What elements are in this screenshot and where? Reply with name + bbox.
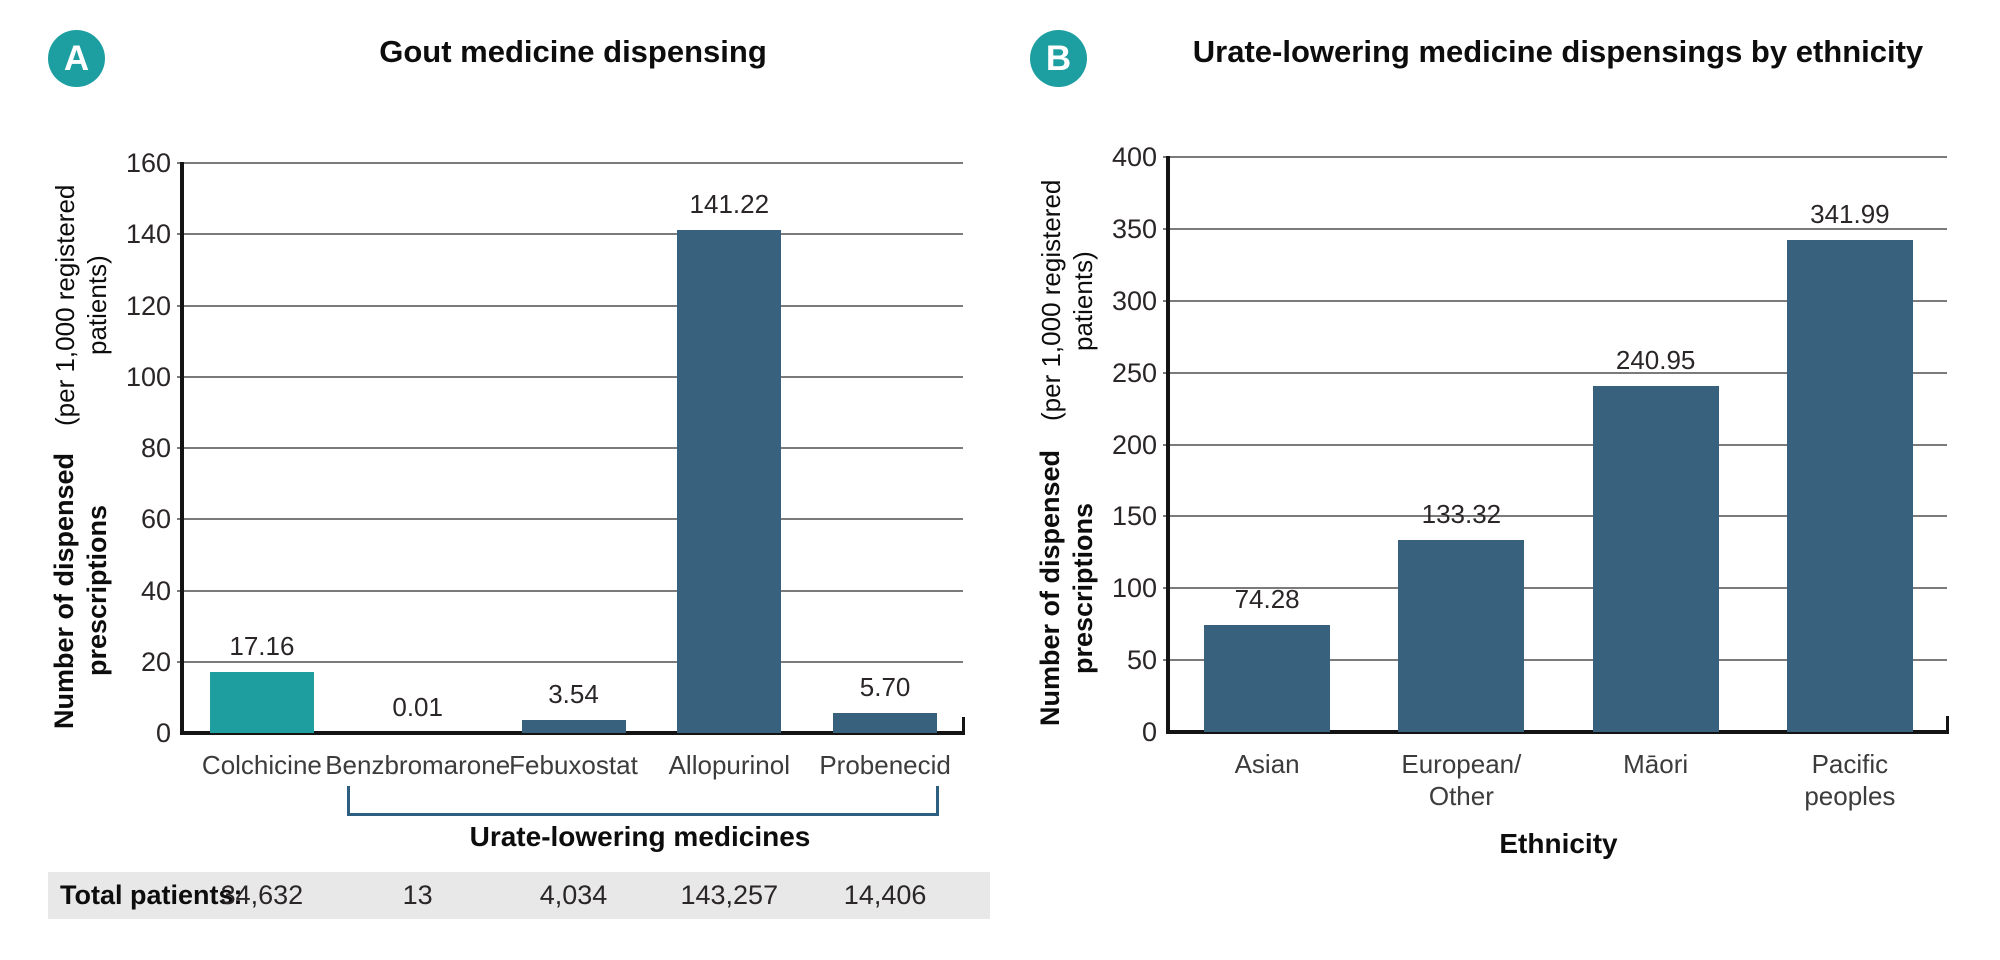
y-tick-label-350: 350 [1111, 213, 1157, 244]
bar-european [1398, 540, 1525, 732]
gridline-y150 [1163, 515, 1947, 518]
x-axis-end-tick [962, 717, 965, 735]
total-patients-value-4: 14,406 [843, 880, 927, 910]
bar-value-label-european: 133.32 [1421, 499, 1502, 530]
y-tick-label-120: 120 [125, 290, 171, 321]
y-tick-label-160: 160 [125, 148, 171, 178]
panel-a-badge: A [48, 30, 105, 87]
panel-b-badge: B [1030, 30, 1087, 87]
bar-value-label-benzbromarone: 0.01 [392, 691, 443, 722]
bar-value-label-probenecid: 5.70 [859, 671, 911, 702]
total-patients-value-2: 4,034 [539, 880, 608, 910]
total-patients-row: Total patients: 34,632 13 4,034 143,257 14,4… [48, 872, 990, 919]
plot-area-a: 0 20 40 60 80 100 120 140 160 17.16 Colchicine 0.01… [126, 148, 965, 780]
gridline-y100 [1163, 587, 1947, 590]
y-tick-label-140: 140 [125, 219, 171, 250]
y-axis-label-line1: Number of dispensed prescriptions [1035, 450, 1098, 727]
y-tick-label-40: 40 [140, 575, 171, 606]
bar-value-label-febuxostat: 3.54 [548, 679, 599, 710]
y-axis-label-line2: (per 1,000 registered patients) [1036, 180, 1098, 422]
gridline-y140 [177, 233, 963, 236]
total-patients-label: Total patients: [60, 880, 243, 910]
bar-allopurinol [677, 229, 782, 733]
y-axis-line [1166, 156, 1170, 734]
gridline-y80 [177, 447, 963, 449]
y-axis-line [180, 162, 184, 735]
y-tick-label-250: 250 [1111, 357, 1157, 388]
y-tick-label-80: 80 [140, 433, 171, 463]
panel-a-title: Gout medicine dispensing [379, 34, 767, 69]
urate-lowering-bracket [347, 786, 939, 816]
y-tick-label-400: 400 [1111, 142, 1157, 172]
y-tick-label-0: 0 [1141, 717, 1157, 747]
category-label-colchicine: Colchicine [201, 750, 322, 780]
total-patients-value-0: 34,632 [220, 880, 304, 910]
y-tick-label-50: 50 [1126, 645, 1157, 676]
gridline-y60 [177, 518, 963, 521]
category-label-pacific: Pacific peoples [1804, 749, 1896, 811]
gridline-y400 [1163, 156, 1947, 158]
x-axis-end-tick [1946, 716, 1949, 734]
y-tick-label-100: 100 [125, 361, 171, 392]
x-axis-title: Ethnicity [1499, 828, 1618, 859]
bar-value-label-pacific: 341.99 [1810, 199, 1890, 230]
bar-value-label-colchicine: 17.16 [229, 630, 295, 661]
y-tick-label-60: 60 [140, 504, 171, 535]
category-label-allopurinol: Allopurinol [668, 750, 790, 780]
bar-febuxostat [521, 720, 626, 733]
total-patients-value-3: 143,257 [680, 880, 779, 910]
category-label-probenecid: Probenecid [819, 750, 951, 780]
category-label-mori: Māori [1623, 749, 1689, 779]
bar-value-label-asian: 74.28 [1234, 584, 1300, 615]
gridline-y250 [1163, 371, 1947, 374]
gridline-y160 [177, 162, 963, 164]
y-tick-label-300: 300 [1111, 285, 1157, 316]
category-label-febuxostat: Febuxostat [509, 750, 638, 780]
x-axis-line [180, 731, 965, 735]
bar-value-label-mori: 240.95 [1615, 344, 1696, 375]
urate-lowering-bracket-label: Urate-lowering medicines [469, 821, 811, 852]
gridline-y350 [1163, 227, 1947, 230]
bar-mori [1592, 385, 1719, 732]
plot-area-b: 0 50 100 150 200 250 300 350 400 74.28 Asian 133.32… [1112, 142, 1949, 859]
gridline-y100 [177, 375, 963, 378]
gridline-y20 [177, 660, 963, 663]
category-label-benzbromarone: Benzbromarone [325, 750, 511, 780]
bar-asian [1204, 625, 1331, 732]
gridline-y50 [1163, 659, 1947, 662]
bar-probenecid [833, 712, 938, 733]
bar-value-label-allopurinol: 141.22 [689, 188, 770, 219]
y-tick-label-200: 200 [1111, 429, 1157, 460]
total-patients-value-1: 13 [402, 880, 433, 910]
gridline-y40 [177, 589, 963, 592]
panel-b-title: Urate-lowering medicine dispensings by e… [1192, 34, 1924, 69]
category-label-asian: Asian [1234, 749, 1300, 779]
bar-pacific [1786, 240, 1913, 732]
bar-colchicine [209, 671, 314, 733]
y-tick-label-0: 0 [155, 718, 171, 748]
category-label-european: European/ Other [1401, 749, 1522, 811]
gridline-y300 [1163, 299, 1947, 302]
panel-b-y-axis-label: Number of dispensed prescriptions (per 1… [1034, 157, 1100, 732]
gridline-y120 [177, 304, 963, 307]
y-tick-label-20: 20 [140, 646, 171, 677]
y-tick-label-150: 150 [1111, 501, 1157, 532]
x-axis-line [1166, 730, 1949, 734]
gridline-y200 [1163, 443, 1947, 446]
y-tick-label-100: 100 [1111, 573, 1157, 604]
